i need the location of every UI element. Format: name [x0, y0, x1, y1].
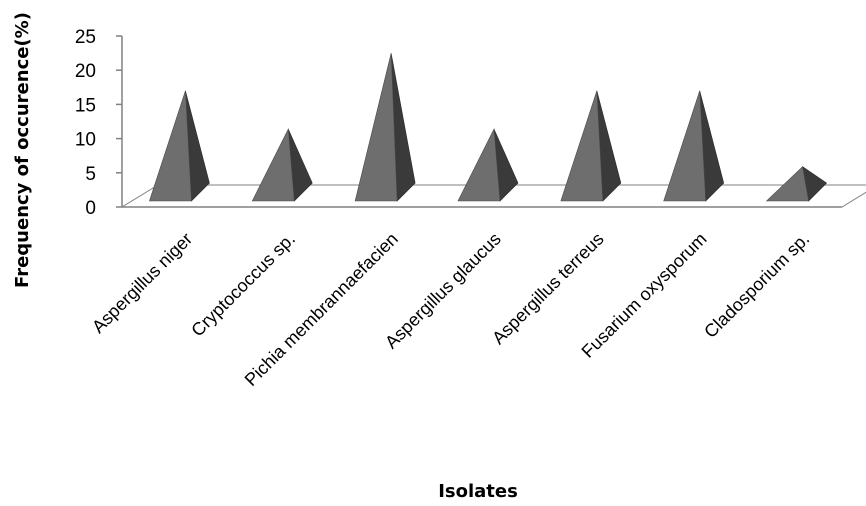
- y-tick-label: 0: [85, 198, 96, 219]
- bar-4: [560, 90, 604, 202]
- x-tick-label: Cryptococcus sp.: [187, 229, 299, 341]
- x-tick-label: Aspergillus glaucus: [381, 229, 505, 353]
- x-tick-label: Aspergillus terreus: [488, 229, 608, 349]
- bar-3: [457, 127, 501, 202]
- bars: [149, 53, 828, 202]
- bar-0: [149, 90, 192, 202]
- y-tick-label: 25: [75, 27, 96, 48]
- bar-2: [354, 53, 398, 202]
- x-tick-label: Aspergillus niger: [88, 229, 196, 337]
- y-axis: [116, 35, 842, 208]
- y-tick-label: 20: [75, 61, 96, 82]
- x-axis-title: Isolates: [438, 481, 518, 502]
- bar-6: [765, 166, 809, 202]
- y-tick-labels: 0 5 10 15 20 25: [75, 27, 96, 219]
- y-tick-label: 15: [75, 95, 96, 116]
- y-tick-label: 10: [75, 130, 96, 151]
- bar-5: [663, 90, 707, 202]
- y-tick-label: 5: [85, 164, 96, 185]
- x-tick-label: Cladosporium sp.: [700, 229, 813, 342]
- bar-1: [251, 127, 295, 202]
- y-axis-title: Frequency of occurence(%): [12, 12, 33, 288]
